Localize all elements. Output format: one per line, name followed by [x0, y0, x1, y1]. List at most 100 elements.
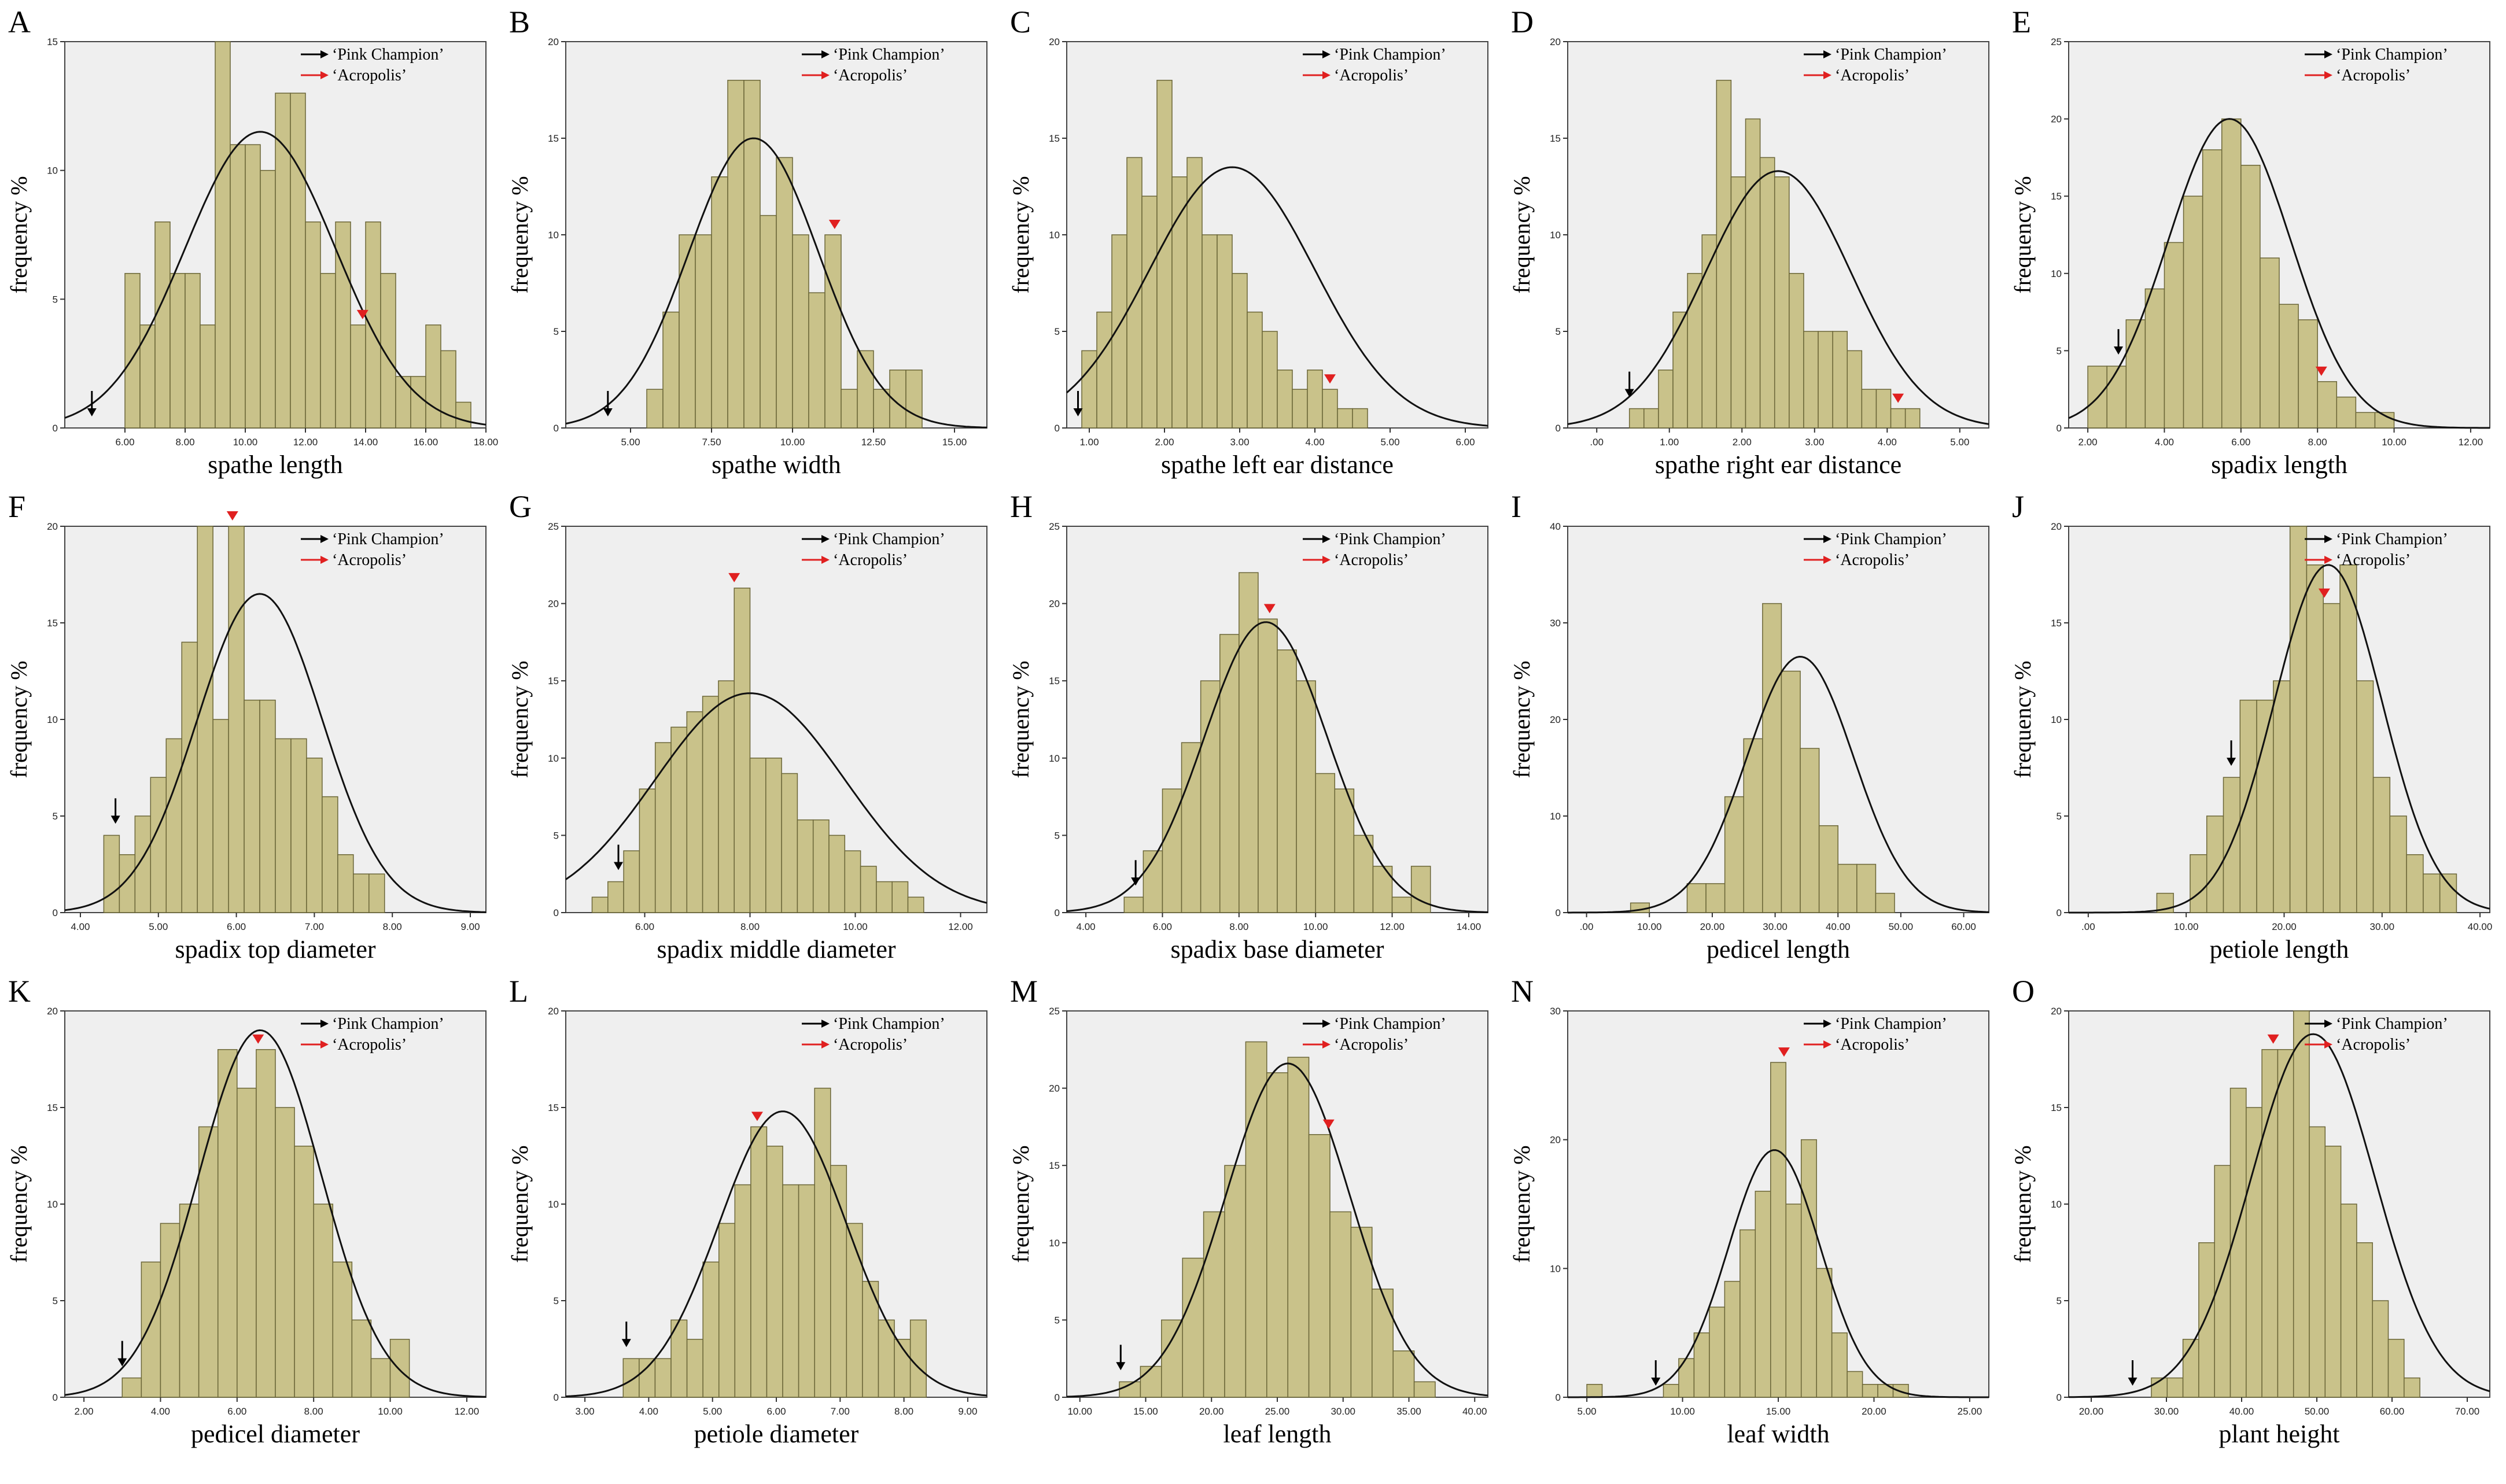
legend-label: ‘Pink Champion’	[1334, 1015, 1446, 1033]
y-tick-label: 30	[1550, 1006, 1561, 1017]
y-tick-label: 15	[2051, 618, 2062, 629]
histogram-bar	[2240, 165, 2261, 429]
histogram-bar	[1687, 273, 1702, 429]
y-tick-label: 20	[1049, 599, 1060, 610]
histogram-bar	[179, 1204, 200, 1398]
x-tick-label: 12.00	[1380, 921, 1405, 932]
histogram-bar	[2356, 680, 2374, 913]
histogram-bar	[256, 1049, 276, 1398]
histogram-bar	[1266, 1072, 1288, 1398]
histogram-bar	[1658, 370, 1674, 429]
panel-l: L 0 5 10 15 20 3.00 4.00 5.00 6.00 7.00 8.00 9.00 pet…	[507, 974, 987, 1448]
histogram-bar	[2106, 366, 2127, 429]
x-tick-label: 9.00	[958, 1406, 977, 1417]
y-tick-label: 25	[1049, 1006, 1060, 1017]
legend-arrow-icon	[320, 1020, 329, 1028]
histogram-bar	[1875, 892, 1895, 913]
histogram-bar	[1847, 1371, 1863, 1398]
x-axis-label: pedicel diameter	[191, 1420, 360, 1448]
histogram-bar	[103, 835, 120, 913]
histogram-bar	[670, 1319, 688, 1398]
x-axis-label: leaf width	[1727, 1420, 1829, 1448]
histogram-bar	[654, 742, 672, 913]
x-tick-label: 2.00	[75, 1406, 94, 1417]
legend-arrow-icon	[821, 50, 830, 58]
x-tick-label: 35.00	[1396, 1406, 1421, 1417]
histogram-bar	[1258, 618, 1278, 913]
histogram-bar	[425, 324, 441, 429]
histogram-bar	[1705, 883, 1726, 913]
y-tick-label: 10	[2051, 268, 2062, 279]
histogram-bar	[2182, 1339, 2199, 1398]
histogram-bar	[1219, 634, 1240, 913]
histogram-bar	[1803, 331, 1819, 429]
histogram-bar	[1232, 273, 1248, 429]
panel-letter: E	[2012, 5, 2031, 39]
histogram-bar	[782, 1184, 799, 1398]
histogram-bar	[185, 273, 201, 429]
panel-c: C 0 5 10 15 20 1.00 2.00 3.00 4.00 5.00 6.00 spathe …	[1008, 5, 1488, 479]
x-tick-label: 6.00	[227, 1406, 246, 1417]
histogram-bar	[150, 777, 167, 913]
histogram-bar	[1628, 408, 1645, 429]
histogram-bar	[1672, 311, 1688, 429]
x-tick-label: .00	[2081, 921, 2095, 932]
x-axis-label: plant height	[2219, 1420, 2340, 1448]
y-tick-label: 15	[548, 133, 559, 144]
y-tick-label: 20	[47, 1006, 58, 1017]
y-tick-label: 10	[47, 1199, 58, 1210]
histogram-bar	[2223, 777, 2241, 913]
x-tick-label: 12.00	[2459, 437, 2483, 448]
pink-champion-arrow-icon	[1651, 1378, 1661, 1386]
y-tick-label: 10	[1049, 753, 1060, 764]
histogram-bar	[351, 1319, 372, 1398]
histogram-bar	[1329, 1211, 1352, 1398]
legend: ‘Pink Champion’ ‘Acropolis’	[802, 1015, 945, 1054]
histogram-bar	[228, 526, 245, 913]
histogram-bar	[1818, 331, 1833, 429]
histogram-bar	[389, 1339, 410, 1398]
histogram-bar	[654, 1358, 672, 1398]
y-tick-label: 10	[47, 714, 58, 725]
panel-letter: D	[1511, 5, 1534, 39]
histogram-bar	[860, 866, 877, 913]
histogram-bar	[332, 1261, 353, 1398]
panel-letter: I	[1511, 489, 1521, 524]
panel-letter: B	[509, 5, 530, 39]
y-tick-label: 15	[548, 1102, 559, 1113]
x-tick-label: 10.00	[1303, 921, 1328, 932]
y-tick-label: 0	[53, 423, 58, 434]
histogram-bar	[798, 1184, 815, 1398]
histogram-bar	[1816, 1268, 1833, 1398]
y-tick-label: 0	[53, 1392, 58, 1403]
histogram-bar	[909, 1319, 927, 1398]
x-tick-label: 10.00	[780, 437, 805, 448]
panel-letter: A	[8, 5, 31, 39]
y-tick-label: 20	[1049, 1083, 1060, 1094]
pink-champion-arrow-icon	[87, 408, 97, 416]
x-tick-label: 6.00	[635, 921, 654, 932]
histogram-bar	[1686, 883, 1707, 913]
histogram-bar	[824, 234, 842, 429]
bars	[2156, 526, 2457, 913]
pink-champion-arrow-icon	[1116, 1362, 1126, 1371]
histogram-bar	[1392, 1350, 1415, 1398]
y-tick-label: 5	[53, 811, 58, 822]
x-tick-label: 20.00	[1700, 921, 1725, 932]
panel-a: A 0 5 10 15 6.00 8.00 10.00 12.00 14.00 16.00 18.00…	[6, 5, 498, 479]
histogram-bar	[1287, 1057, 1310, 1398]
histogram-bar	[365, 221, 381, 429]
legend: ‘Pink Champion’ ‘Acropolis’	[1804, 46, 1947, 84]
histogram-bar	[1743, 738, 1763, 913]
histogram-bar	[1774, 176, 1790, 429]
histogram-bar	[781, 773, 798, 913]
legend-arrow-icon	[1823, 1020, 1831, 1028]
legend-arrow-icon	[821, 1020, 830, 1028]
legend-label: ‘Pink Champion’	[833, 1015, 945, 1033]
bars	[121, 1049, 410, 1398]
histogram-bar	[792, 234, 809, 429]
histogram-bar	[1740, 1229, 1756, 1398]
pink-champion-arrow-icon	[603, 408, 613, 416]
pink-champion-arrow-icon	[614, 862, 623, 870]
